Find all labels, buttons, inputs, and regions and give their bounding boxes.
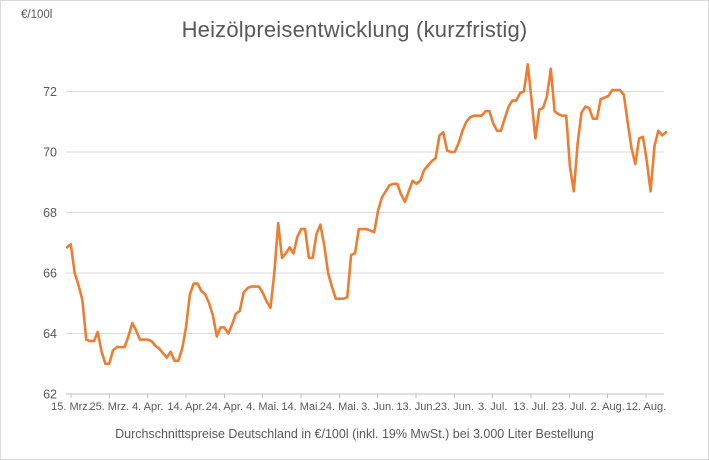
price-line-series (65, 62, 668, 366)
y-axis-unit-label: €/100l (21, 9, 53, 21)
horizontal-gridlines (66, 91, 664, 395)
x-axis-label: 14. Apr. (167, 401, 204, 413)
x-axis-label: 14. Mai. (281, 401, 320, 413)
x-axis-label: 13. Jul. (513, 401, 548, 413)
y-axis-label: 72 (43, 85, 57, 99)
x-axis-label: 23. Jun. (435, 401, 474, 413)
y-axis-label: 70 (43, 146, 57, 160)
x-axis-label: 25. Mrz. (89, 401, 129, 413)
chart-title: Heizölpreisentwicklung (kurzfristig) (181, 17, 528, 42)
y-axis-label: 68 (43, 206, 57, 220)
x-axis-label: 23. Jul. (552, 401, 587, 413)
x-axis-labels: 15. Mrz.25. Mrz. 4. Apr. 14. Apr. 24. Apr. 4… (51, 401, 666, 413)
chart-caption: Durchschnittspreise Deutschland in €/100… (115, 427, 594, 441)
x-axis-label: 3. Jun. (361, 401, 394, 413)
x-axis-label: 24. Apr. (206, 401, 243, 413)
x-axis-label: 3. Jul. (478, 401, 507, 413)
x-axis-label: 4. Apr. (132, 401, 163, 413)
x-axis-tick-marks (70, 394, 647, 398)
y-axis-labels: 62 64 66 68 70 72 (43, 85, 57, 402)
y-axis-label: 62 (43, 388, 57, 402)
x-axis-label: 12. Aug. (626, 401, 666, 413)
y-axis-label: 66 (43, 267, 57, 281)
y-axis-label: 64 (43, 327, 57, 341)
x-axis-label: 4. Mai. (246, 401, 279, 413)
x-axis-label: 24. Mai. (320, 401, 359, 413)
x-axis-label: 2. Aug. (591, 401, 625, 413)
x-axis-label: 15. Mrz. (51, 401, 91, 413)
x-axis-label: 13. Jun. (396, 401, 435, 413)
